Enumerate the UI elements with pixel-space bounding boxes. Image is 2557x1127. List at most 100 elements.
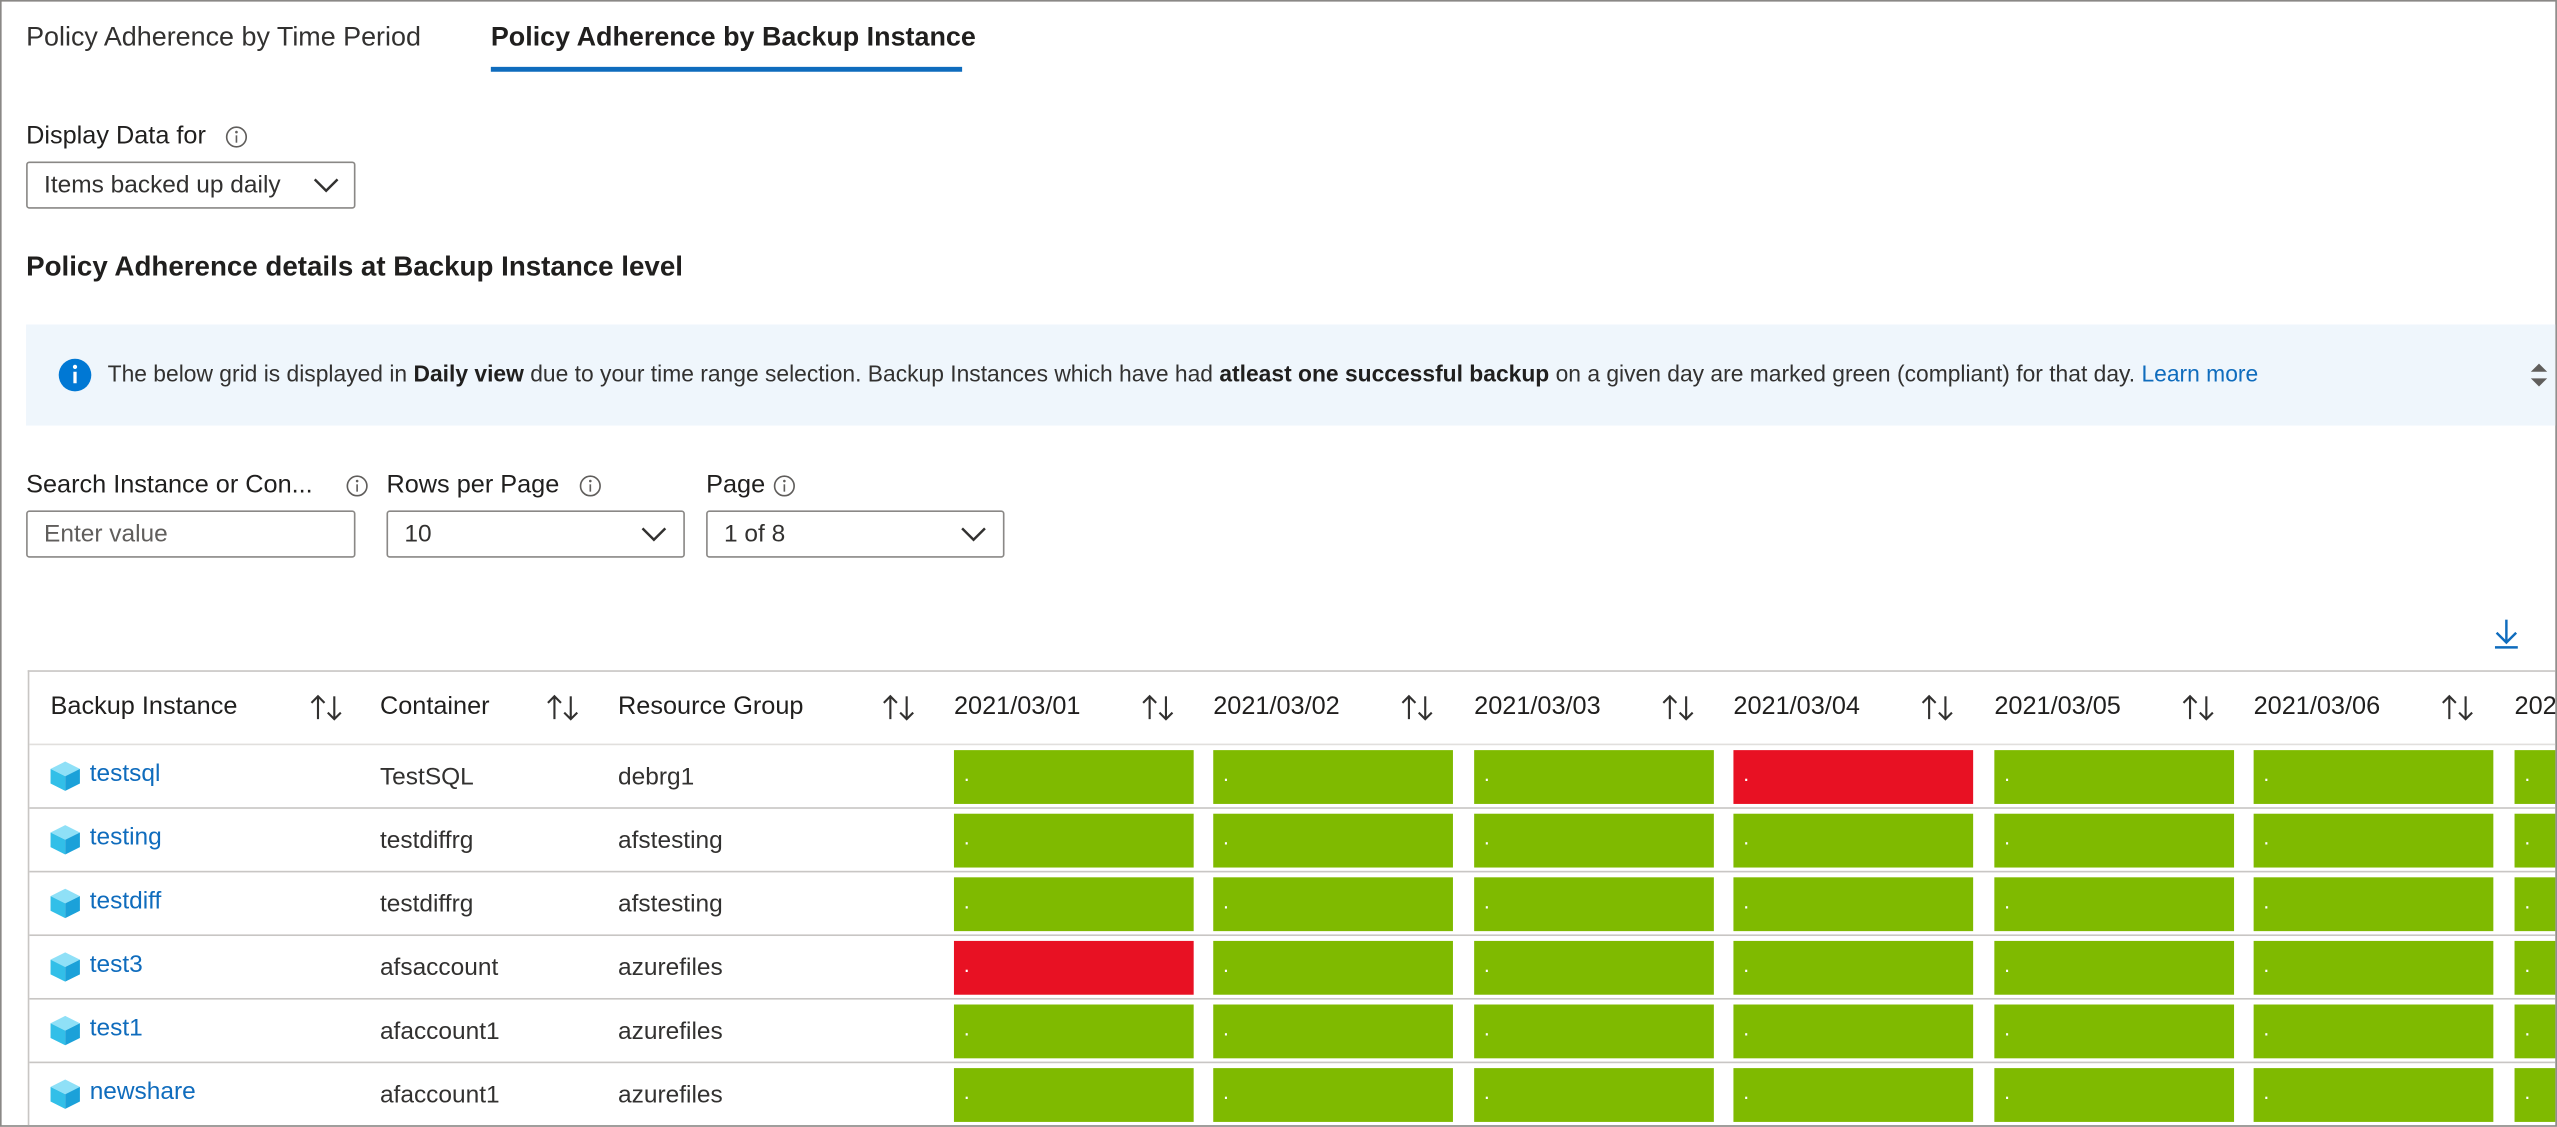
status-cell: . (1733, 940, 1974, 995)
status-cell: . (1474, 750, 1714, 804)
dropdown-value: Items backed up daily (44, 171, 281, 199)
status-cell: . (1213, 940, 1453, 995)
download-icon[interactable] (2493, 618, 2519, 651)
section-title: Policy Adherence details at Backup Insta… (26, 251, 683, 283)
row-divider (29, 997, 2556, 1000)
learn-more-link[interactable]: Learn more (2141, 360, 2259, 387)
info-icon[interactable] (225, 126, 248, 149)
instance-link[interactable]: testing (89, 823, 162, 852)
sort-icon[interactable] (1401, 694, 1433, 721)
row-divider (29, 934, 2556, 937)
status-cell: . (953, 1004, 1194, 1059)
instance-icon (50, 761, 80, 791)
field-label: Search Instance or Con... (26, 471, 313, 499)
status-cell: . (1733, 813, 1974, 868)
status-cell: . (1994, 1004, 2235, 1059)
chevron (961, 527, 986, 542)
sort-icon[interactable] (2442, 694, 2473, 721)
container-name: afsaccount (379, 953, 499, 982)
info-icon[interactable] (773, 475, 796, 498)
dropdown-value: 10 (404, 520, 432, 548)
column-header[interactable]: 2021/03/03 (1474, 693, 1601, 721)
instance-icon (50, 952, 80, 982)
status-cell: . (1474, 877, 1714, 932)
instance-icon (50, 1015, 80, 1046)
container-name: TestSQL (379, 763, 474, 791)
status-cell: . (1994, 1068, 2235, 1122)
dropdown-value: 1 of 8 (724, 520, 786, 548)
column-header[interactable]: 2021/03/01 (953, 693, 1081, 721)
container-name: afaccount1 (379, 1081, 500, 1109)
scroll-arrows[interactable] (2530, 363, 2548, 387)
resource-group: afstesting (618, 826, 723, 855)
status-cell: . (1994, 877, 2235, 932)
instance-link[interactable]: test1 (89, 1014, 143, 1043)
search-input[interactable]: Enter value (26, 510, 356, 558)
tab-active[interactable]: Policy Adherence by Backup Instance (490, 22, 976, 53)
info-icon[interactable] (346, 475, 369, 498)
resource-group: afstesting (618, 890, 723, 919)
row-divider (29, 807, 2556, 809)
row-divider (29, 1061, 2556, 1064)
sort-icon[interactable] (1921, 694, 1953, 721)
sort-icon[interactable] (1142, 694, 1174, 721)
container-name: testdiffrg (379, 826, 474, 855)
status-cell: . (1733, 1004, 1974, 1059)
status-cell: . (1733, 750, 1974, 804)
status-cell: . (2253, 750, 2494, 804)
placeholder: Enter value (44, 520, 168, 548)
field-label: Rows per Page (386, 471, 560, 499)
dropdown[interactable]: 1 of 8 (706, 510, 1005, 558)
resource-group: debrg1 (618, 763, 695, 791)
status-cell: . (953, 877, 1194, 932)
status-cell: . (2253, 877, 2494, 932)
column-header[interactable]: 2021/03/05 (1994, 693, 2121, 721)
dropdown[interactable]: 10 (386, 510, 685, 558)
status-cell: . (2514, 750, 2556, 804)
status-cell: . (1474, 813, 1714, 868)
banner-segment: due to your time range selection. Backup… (530, 360, 1213, 387)
status-cell: . (1733, 1068, 1974, 1122)
status-cell: . (2514, 940, 2556, 995)
grid: Backup Instance Container Resource Group 20… (27, 670, 2557, 1126)
instance-icon (50, 888, 80, 919)
sort-icon[interactable] (2182, 694, 2214, 721)
status-cell: . (2253, 940, 2494, 995)
column-header[interactable]: 2021/03/06 (2253, 693, 2381, 721)
info-icon[interactable] (579, 475, 602, 498)
status-cell: . (1213, 1068, 1453, 1122)
banner-text: The below grid is displayed in Daily vie… (108, 360, 2259, 386)
banner-segment: on a given day are marked green (complia… (1555, 360, 2136, 387)
status-cell: . (1213, 877, 1453, 932)
sort-icon[interactable] (1662, 694, 1694, 721)
status-cell: . (2253, 1068, 2494, 1122)
status-cell: . (1474, 1068, 1714, 1122)
instance-link[interactable]: newshare (89, 1077, 196, 1106)
sort-icon[interactable] (547, 694, 579, 721)
field-label: Display Data for (26, 122, 206, 151)
column-header[interactable]: Resource Group (618, 693, 804, 721)
column-header[interactable]: 2021/03/04 (1733, 693, 1860, 721)
column-header[interactable]: 2021/03/07 (2514, 693, 2557, 721)
instance-link[interactable]: test3 (89, 950, 143, 979)
column-header[interactable]: 2021/03/02 (1213, 693, 1340, 721)
column-header[interactable]: Container (379, 693, 490, 721)
resource-group: azurefiles (618, 1017, 723, 1046)
instance-link[interactable]: testsql (89, 759, 161, 788)
instance-icon (50, 1079, 80, 1109)
sort-icon[interactable] (883, 694, 914, 721)
tab[interactable]: Policy Adherence by Time Period (26, 22, 421, 53)
column-header[interactable]: Backup Instance (50, 693, 238, 721)
status-cell: . (1474, 940, 1714, 995)
sort-icon[interactable] (310, 694, 342, 721)
status-cell: . (1213, 750, 1453, 804)
row-divider (29, 1125, 2556, 1126)
dropdown[interactable]: Items backed up daily (26, 161, 356, 209)
banner-icon (58, 358, 92, 392)
header-divider (29, 743, 2556, 746)
status-cell: . (953, 813, 1194, 868)
tab-underline (490, 66, 963, 72)
instance-link[interactable]: testdiff (89, 887, 162, 915)
